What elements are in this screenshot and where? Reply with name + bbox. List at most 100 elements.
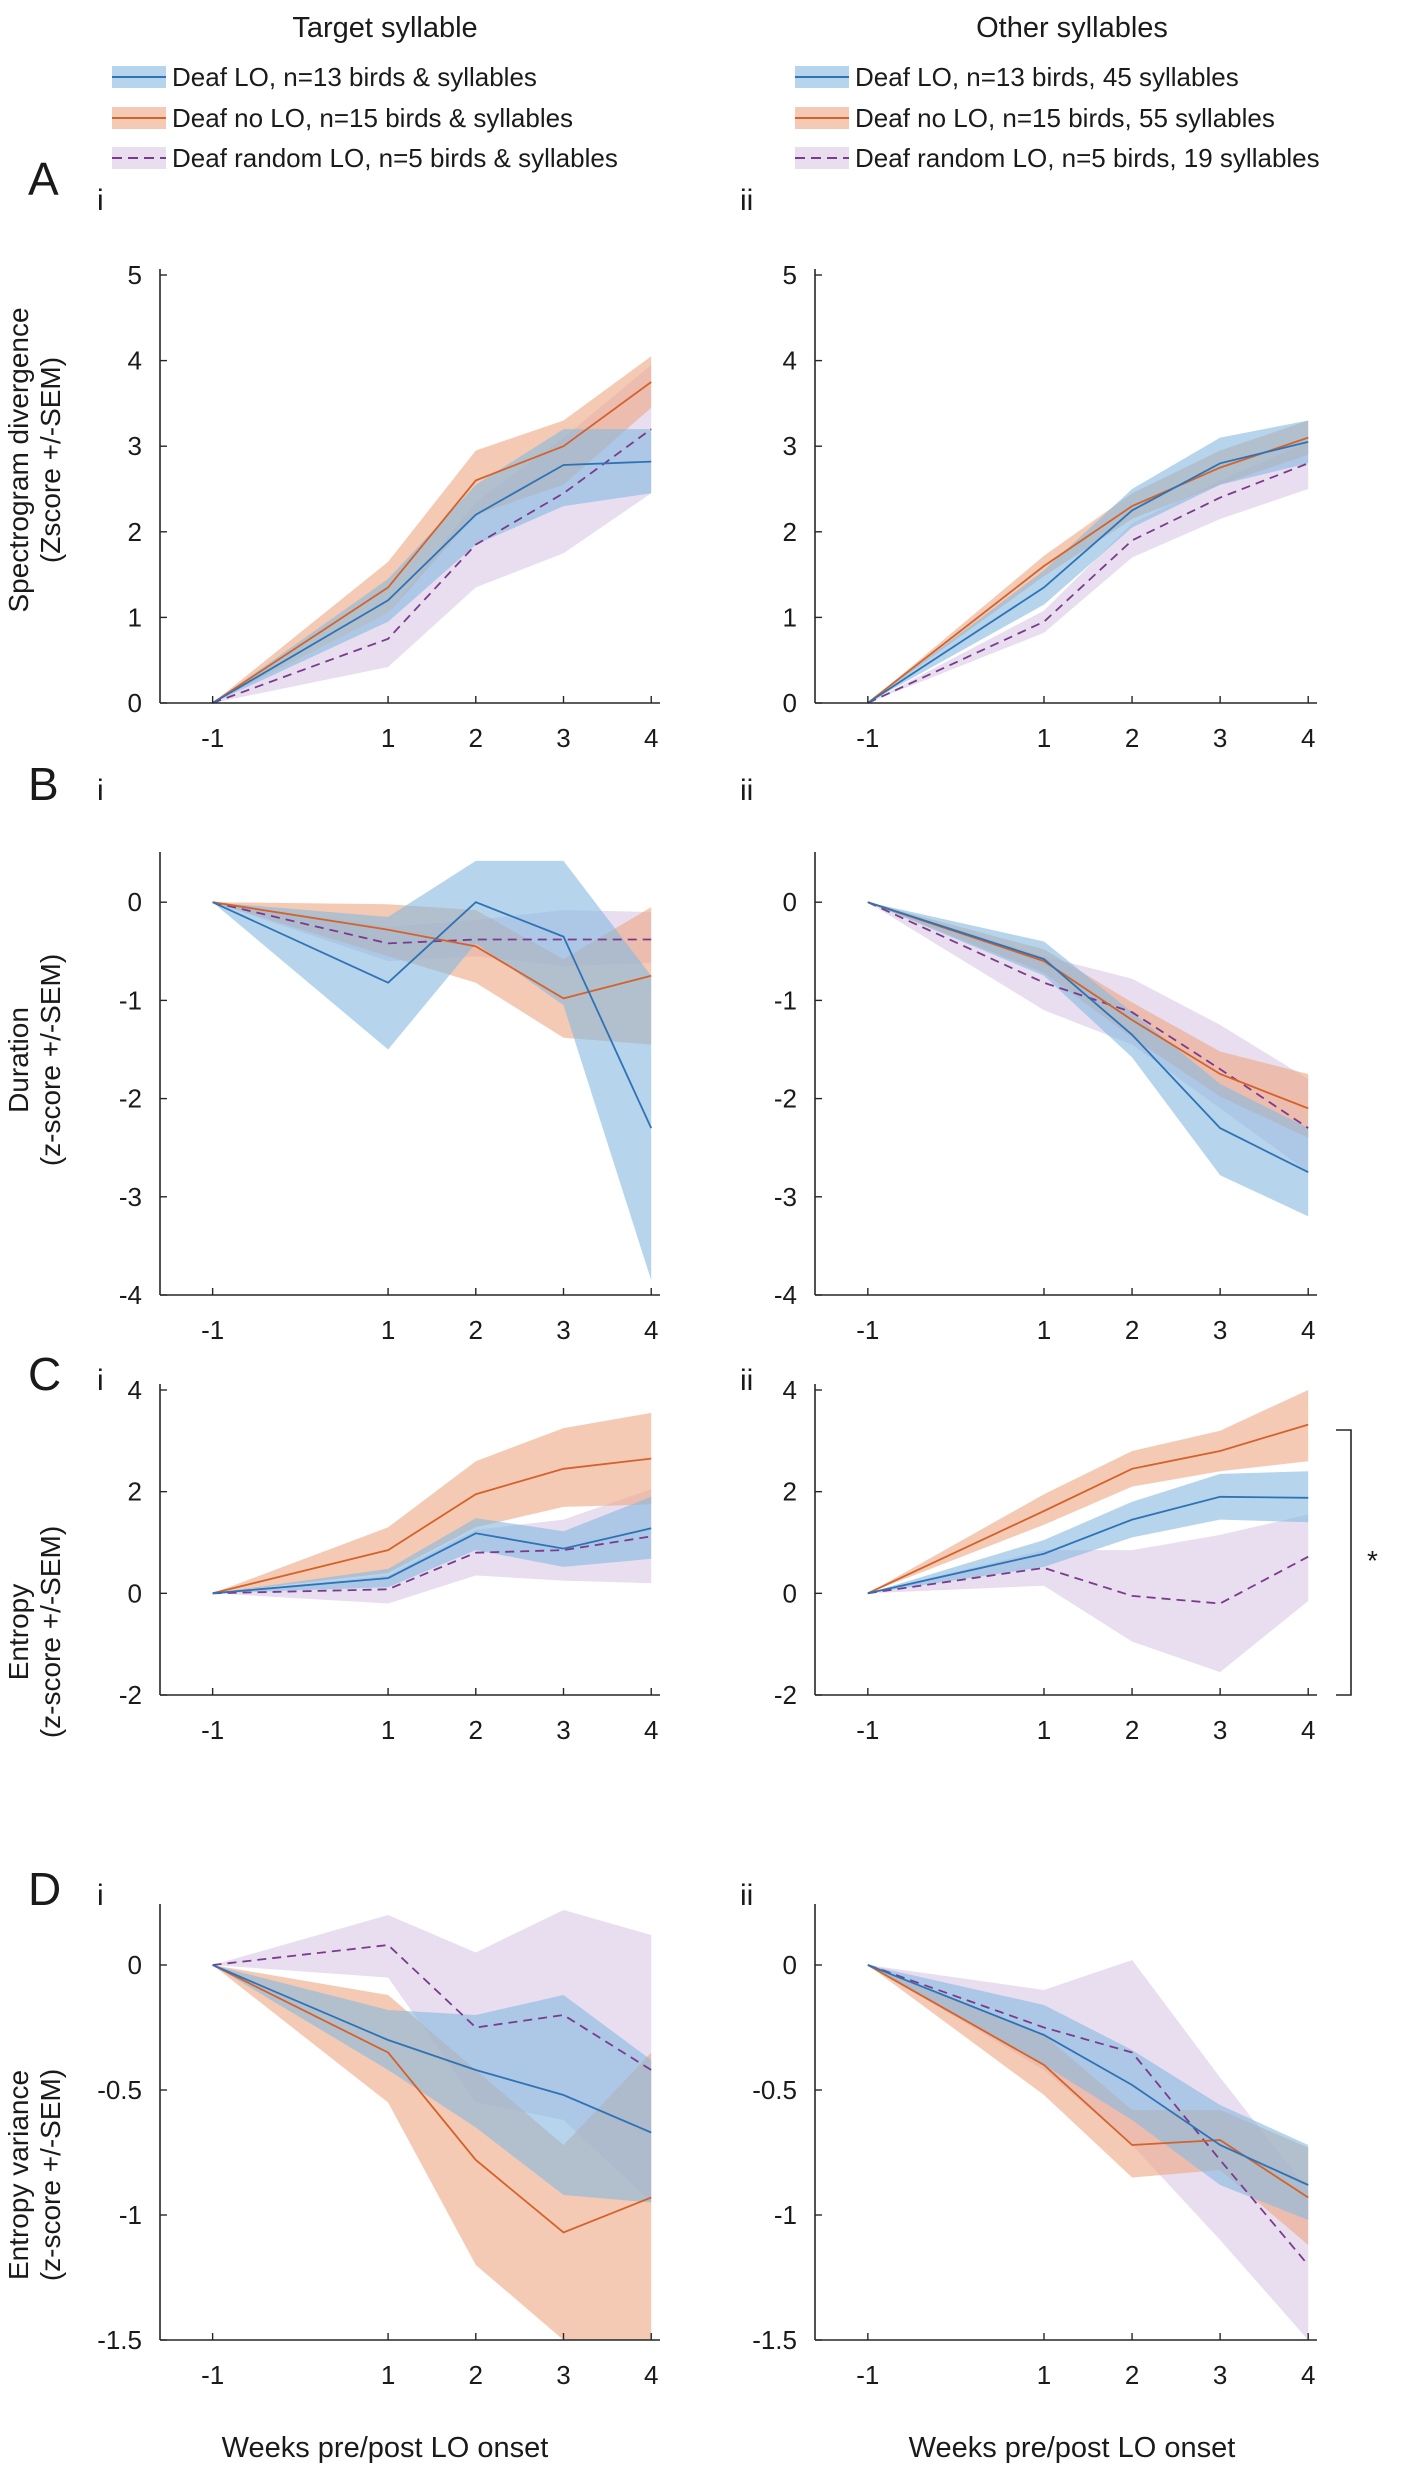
mean-line-deaf-lo xyxy=(867,441,1309,704)
y-tick-label: -1 xyxy=(774,2200,797,2230)
y-tick-label: -3 xyxy=(119,1182,142,1212)
sem-band-deaf-no-lo xyxy=(212,902,652,1045)
subpanel-label: ii xyxy=(740,1364,753,1397)
y-tick-label: -1 xyxy=(119,985,142,1015)
ylabel-a-line1: Spectrogram divergence xyxy=(3,307,34,612)
panel-d-ii: ii -1.5 -1 -0.5 0 -1 1 2 3 4 xyxy=(740,1879,1317,2390)
subpanel-label: i xyxy=(97,1879,104,1912)
y-tick-label: 0 xyxy=(783,887,797,917)
y-tick-label: 2 xyxy=(128,1477,142,1507)
panel-b-ii: ii -4 -3 -2 -1 0 -1 1 2 3 4 xyxy=(740,774,1317,1345)
x-tick-label: -1 xyxy=(856,1715,879,1745)
subpanel-label: ii xyxy=(740,1879,753,1912)
legend-label-deaf-random-lo: Deaf random LO, n=5 birds & syllables xyxy=(172,143,618,173)
mean-line-deaf-random-lo xyxy=(867,1964,1309,2266)
ylabel-b: Duration (z-score +/-SEM) xyxy=(3,954,66,1166)
ylabel-c: Entropy (z-score +/-SEM) xyxy=(3,1526,66,1738)
column-title-other: Other syllables xyxy=(976,12,1168,44)
panel-a-i: i 0 1 2 3 4 5 -1 1 2 3 4 xyxy=(97,184,660,753)
panel-a-ii: ii 0 1 2 3 4 5 -1 1 2 3 4 xyxy=(740,184,1317,753)
y-tick-label: 5 xyxy=(128,260,142,290)
y-tick-label: 0 xyxy=(128,1950,142,1980)
x-tick-label: 2 xyxy=(1125,1715,1139,1745)
x-tick-label: 2 xyxy=(1125,2360,1139,2390)
sem-band-deaf-lo xyxy=(212,1965,652,2203)
mean-line-deaf-no-lo xyxy=(867,1423,1309,1595)
subpanel-label: i xyxy=(97,774,104,807)
sem-band-deaf-random-lo xyxy=(212,1910,652,2203)
legend-label-deaf-random-lo: Deaf random LO, n=5 birds, 19 syllables xyxy=(855,143,1320,173)
mean-line-deaf-random-lo xyxy=(867,462,1309,704)
sem-band-deaf-no-lo xyxy=(212,1965,652,2340)
legend-swatch-deaf-random-lo xyxy=(795,147,849,169)
x-tick-label: 3 xyxy=(556,1715,570,1745)
x-tick-label: 4 xyxy=(1301,723,1315,753)
panel-letter-a: A xyxy=(28,153,59,205)
sem-band-deaf-lo xyxy=(212,429,652,703)
y-tick-label: 2 xyxy=(783,1477,797,1507)
y-tick-label: -2 xyxy=(119,1680,142,1710)
legend-label-deaf-lo: Deaf LO, n=13 birds, 45 syllables xyxy=(855,62,1239,92)
x-tick-label: 1 xyxy=(381,1715,395,1745)
mean-line-deaf-no-lo xyxy=(867,436,1309,704)
y-tick-label: -4 xyxy=(119,1280,142,1310)
ylabel-d-line1: Entropy variance xyxy=(3,2070,34,2280)
x-tick-label: 1 xyxy=(381,723,395,753)
y-tick-label: -0.5 xyxy=(752,2075,797,2105)
y-tick-label: 4 xyxy=(128,346,142,376)
y-tick-label: 0 xyxy=(128,887,142,917)
mean-line-deaf-lo xyxy=(867,1495,1309,1595)
x-tick-label: 3 xyxy=(556,723,570,753)
ylabel-a-line2: (Zscore +/-SEM) xyxy=(35,357,66,563)
legend-target: Deaf LO, n=13 birds & syllables Deaf no … xyxy=(112,62,618,173)
x-tick-label: 2 xyxy=(1125,1315,1139,1345)
panel-b-i: i -4 -3 -2 -1 0 -1 1 2 3 4 xyxy=(97,774,660,1345)
mean-line-deaf-no-lo xyxy=(212,1457,652,1595)
x-tick-label: 3 xyxy=(1213,1315,1227,1345)
y-tick-label: 4 xyxy=(783,346,797,376)
x-tick-label: -1 xyxy=(856,2360,879,2390)
panel-c-ii: ii -2 0 2 4 -1 1 2 3 4 xyxy=(740,1364,1317,1745)
sem-band-deaf-no-lo xyxy=(212,1412,652,1594)
panel-letter-c: C xyxy=(28,1348,61,1400)
x-tick-label: 2 xyxy=(469,1315,483,1345)
x-tick-label: 3 xyxy=(556,1315,570,1345)
significance-star: * xyxy=(1367,1545,1378,1576)
y-tick-label: 4 xyxy=(128,1375,142,1405)
mean-line-deaf-no-lo xyxy=(212,1964,652,2234)
mean-line-deaf-no-lo xyxy=(212,381,652,704)
xlabel-left: Weeks pre/post LO onset xyxy=(222,2432,549,2464)
sem-band-deaf-random-lo xyxy=(212,1489,652,1604)
y-tick-label: 1 xyxy=(128,602,142,632)
x-tick-label: 4 xyxy=(1301,1315,1315,1345)
y-tick-label: 0 xyxy=(128,688,142,718)
x-tick-label: 2 xyxy=(469,723,483,753)
y-tick-label: 3 xyxy=(783,431,797,461)
ylabel-c-line2: (z-score +/-SEM) xyxy=(35,1526,66,1738)
y-tick-label: -4 xyxy=(774,1280,797,1310)
x-tick-label: -1 xyxy=(201,2360,224,2390)
x-tick-label: 4 xyxy=(644,1315,658,1345)
significance-bracket: * xyxy=(1336,1429,1378,1696)
sem-band-deaf-lo xyxy=(212,860,652,1281)
mean-line-deaf-no-lo xyxy=(212,901,652,1000)
y-tick-label: 4 xyxy=(783,1375,797,1405)
x-tick-label: 3 xyxy=(556,2360,570,2390)
x-tick-label: 3 xyxy=(1213,723,1227,753)
sem-band-deaf-random-lo xyxy=(212,364,652,703)
xlabel-right: Weeks pre/post LO onset xyxy=(909,2432,1236,2464)
x-tick-label: 2 xyxy=(1125,723,1139,753)
x-tick-label: 1 xyxy=(381,1315,395,1345)
x-tick-label: 3 xyxy=(1213,2360,1227,2390)
subpanel-label: ii xyxy=(740,774,753,807)
x-tick-label: 1 xyxy=(1037,1315,1051,1345)
legend-swatch-deaf-random-lo xyxy=(112,147,166,169)
sem-band-deaf-random-lo xyxy=(867,1960,1309,2340)
y-tick-label: 5 xyxy=(783,260,797,290)
y-tick-label: -2 xyxy=(119,1084,142,1114)
sem-band-deaf-random-lo xyxy=(867,1514,1309,1673)
subpanel-label: i xyxy=(97,184,104,217)
panel-d-i: i -1.5 -1 -0.5 0 -1 1 2 3 4 xyxy=(97,1879,660,2390)
ylabel-c-line1: Entropy xyxy=(3,1584,34,1681)
ylabel-a: Spectrogram divergence (Zscore +/-SEM) xyxy=(3,307,66,612)
